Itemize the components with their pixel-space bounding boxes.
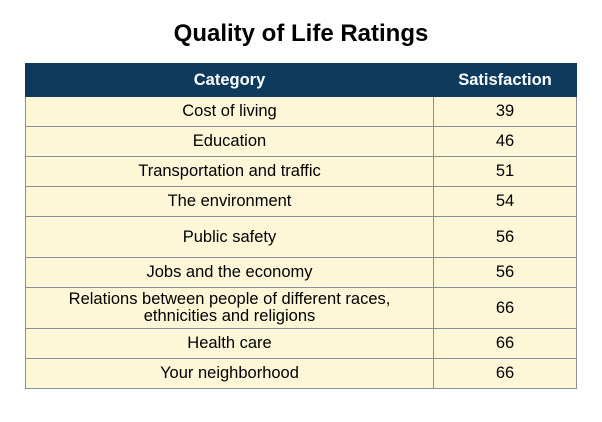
satisfaction-value-cell: 66 [433, 358, 577, 389]
column-header-category: Category [25, 63, 434, 97]
satisfaction-value-cell: 39 [433, 96, 577, 127]
satisfaction-value-cell: 51 [433, 156, 577, 187]
satisfaction-value-cell: 66 [433, 328, 577, 359]
category-cell: Public safety [25, 216, 434, 258]
table-row: The environment 54 [25, 186, 577, 217]
table-row: Jobs and the economy 56 [25, 257, 577, 288]
satisfaction-value-cell: 56 [433, 257, 577, 288]
table-row: Transportation and traffic 51 [25, 156, 577, 187]
category-cell: Education [25, 126, 434, 157]
table-row: Public safety 56 [25, 216, 577, 258]
satisfaction-value-cell: 54 [433, 186, 577, 217]
category-cell: Transportation and traffic [25, 156, 434, 187]
table-row: Your neighborhood 66 [25, 358, 577, 389]
table-row: Cost of living 39 [25, 96, 577, 127]
category-cell: Health care [25, 328, 434, 359]
category-cell: Jobs and the economy [25, 257, 434, 288]
table-header-row: Category Satisfaction [25, 63, 577, 97]
satisfaction-value-cell: 56 [433, 216, 577, 258]
table-body: Cost of living 39 Education 46 Transportatio… [25, 96, 577, 389]
category-cell: Your neighborhood [25, 358, 434, 389]
table-row: Health care 66 [25, 328, 577, 359]
category-cell: Cost of living [25, 96, 434, 127]
satisfaction-value-cell: 46 [433, 126, 577, 157]
table-row: Education 46 [25, 126, 577, 157]
chart-title: Quality of Life Ratings [173, 20, 429, 47]
category-cell: The environment [25, 186, 434, 217]
satisfaction-value-cell: 66 [433, 287, 577, 329]
category-cell: Relations between people of different ra… [25, 287, 434, 329]
ratings-table: Category Satisfaction Cost of living 39 Ed… [25, 63, 577, 389]
table-row: Relations between people of different ra… [25, 287, 577, 329]
column-header-satisfaction: Satisfaction [433, 63, 577, 97]
